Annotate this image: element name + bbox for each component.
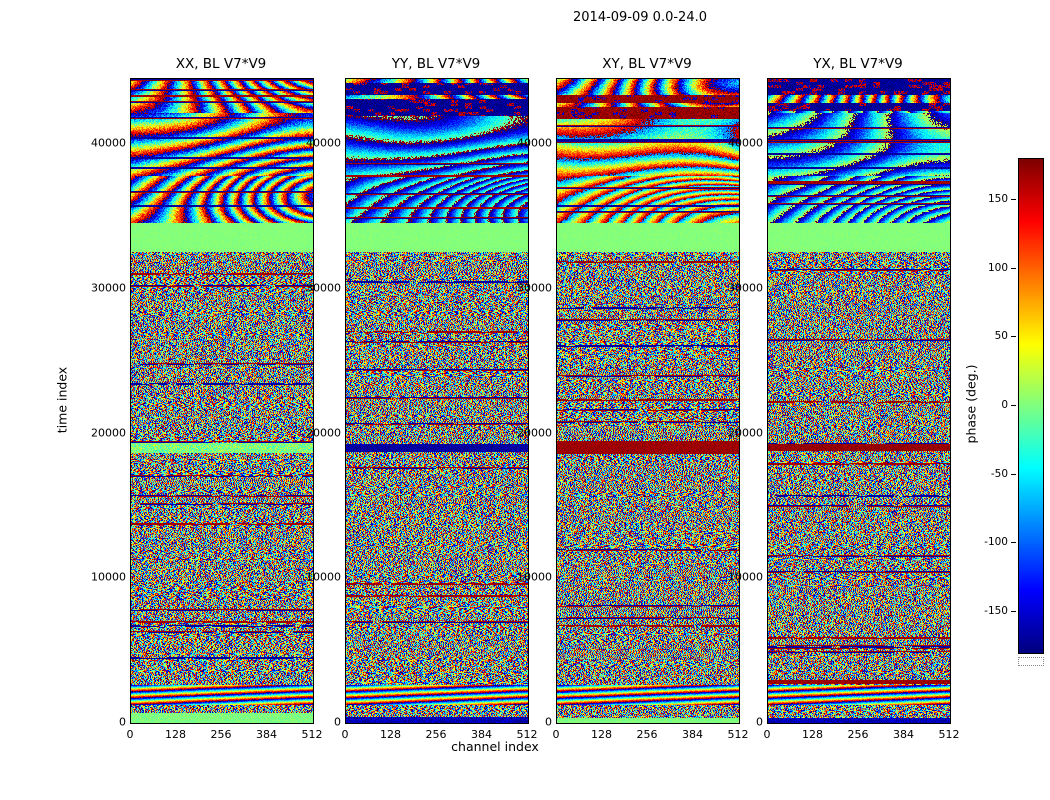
x-tick-label: 256 [425,728,447,741]
colorbar-tick-mark [1011,542,1016,544]
colorbar-extend-box [1018,657,1044,666]
heatmap-canvas-yx [767,78,951,724]
heatmap-canvas-yy [345,78,529,724]
panel-title-yy: YY, BL V7*V9 [391,56,481,72]
colorbar [1018,158,1044,654]
y-tick-label: 30000 [306,281,341,295]
x-tick-label: 512 [301,728,323,741]
colorbar-tick-label: -100 [984,536,1008,549]
x-tick-label: 0 [552,728,560,741]
y-tick-label: 40000 [517,136,552,150]
y-tick-label: 20000 [517,426,552,440]
x-tick-label: 0 [126,728,134,741]
y-axis-label: time index [54,366,70,434]
colorbar-tick-mark [1011,473,1016,475]
x-axis-label: channel index [451,739,539,754]
y-tick-label: 30000 [91,281,126,295]
y-tick-label: 10000 [306,570,341,584]
x-tick-label: 384 [682,728,703,741]
colorbar-tick-label: 100 [987,261,1008,274]
colorbar-tick-mark [1011,610,1016,612]
panel-title-xx: XX, BL V7*V9 [175,56,267,72]
heatmap-panel-yy: YY, BL V7*V9 [345,56,529,724]
x-tick-label: 512 [727,728,749,741]
heatmap-panel-yx: YX, BL V7*V9 [767,56,951,724]
heatmap-panel-xx: XX, BL V7*V9 [130,56,314,724]
y-tick-label: 0 [545,715,552,729]
y-tick-label: 0 [334,715,341,729]
y-tick-label: 40000 [728,136,763,150]
x-tick-label: 256 [847,728,869,741]
y-tick-label: 10000 [91,570,126,584]
colorbar-tick-mark [1011,405,1016,406]
panel-title-xy: XY, BL V7*V9 [602,56,692,72]
y-tick-label: 20000 [728,426,763,440]
figure-title: 2014-09-09 0.0-24.0 [573,10,707,25]
x-tick-label: 128 [802,728,823,741]
x-tick-label: 256 [636,728,658,741]
colorbar-tick-mark [1011,267,1016,269]
x-tick-label: 0 [763,728,771,741]
heatmap-canvas-xy [556,78,740,724]
colorbar-tick-mark [1011,199,1016,201]
y-tick-label: 40000 [91,136,126,150]
y-tick-label: 0 [119,715,126,729]
colorbar-tick-label: 150 [987,193,1008,206]
x-tick-label: 384 [256,728,277,741]
colorbar-tick-label: -150 [984,604,1008,617]
y-tick-label: 20000 [306,426,341,440]
heatmap-panel-xy: XY, BL V7*V9 [556,56,740,724]
colorbar-tick-label: 0 [1001,399,1008,411]
x-tick-label: 384 [471,728,492,741]
colorbar-tick-mark [1011,336,1016,338]
x-tick-label: 256 [210,728,232,741]
x-tick-label: 0 [341,728,349,741]
colorbar-tick-label: -50 [990,467,1008,480]
heatmap-canvas-xx [130,78,314,724]
colorbar-label: phase (deg.) [963,364,979,444]
panel-title-yx: YX, BL V7*V9 [813,56,903,72]
x-tick-label: 384 [893,728,914,741]
x-tick-label: 512 [938,728,960,741]
x-tick-label: 128 [591,728,612,741]
x-tick-label: 128 [380,728,401,741]
x-tick-label: 128 [165,728,186,741]
y-tick-label: 10000 [517,570,552,584]
y-tick-label: 20000 [91,426,126,440]
y-tick-label: 30000 [517,281,552,295]
y-tick-label: 30000 [728,281,763,295]
y-tick-label: 40000 [306,136,341,150]
x-tick-label: 512 [516,728,538,741]
colorbar-tick-label: 50 [994,330,1008,343]
y-tick-label: 0 [756,715,763,729]
y-tick-label: 10000 [728,570,763,584]
colorbar-gradient [1019,159,1043,653]
